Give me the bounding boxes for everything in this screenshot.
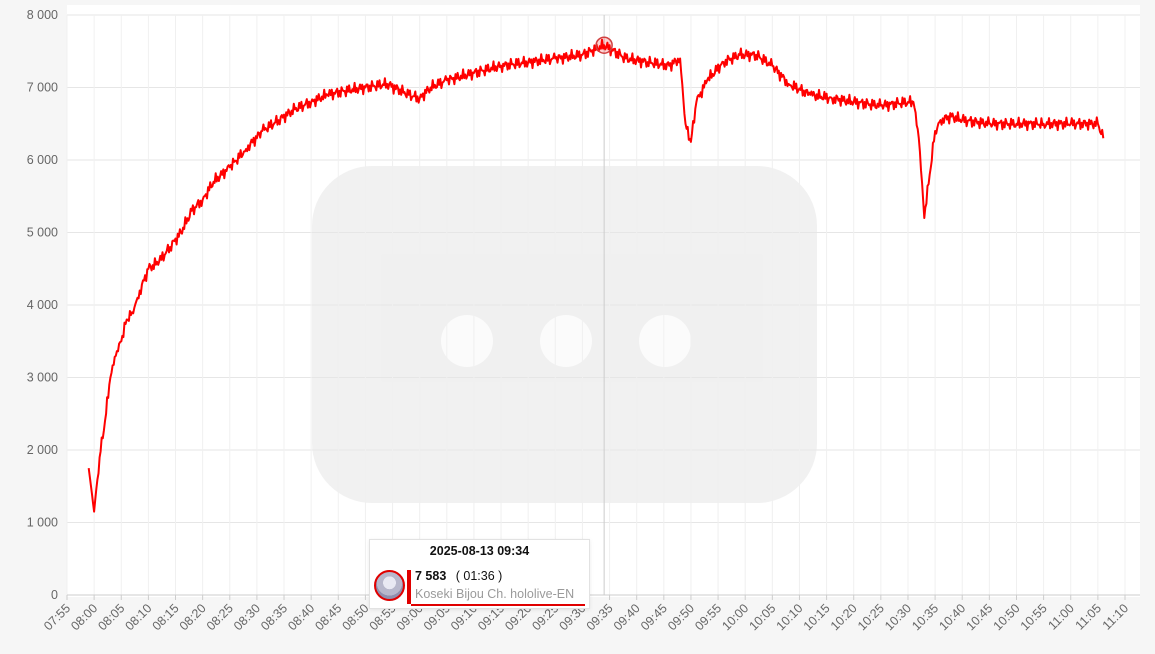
x-tick-label: 09:45	[638, 601, 670, 633]
y-tick-label: 6 000	[27, 153, 58, 167]
x-tick-label: 11:10	[1100, 601, 1131, 632]
x-tick-label: 08:10	[122, 601, 154, 633]
x-tick-label: 07:55	[41, 601, 73, 633]
y-tick-label: 8 000	[27, 8, 58, 22]
tooltip-value: 7 583	[415, 569, 447, 583]
y-axis-labels: 0 1 000 2 000 3 000 4 000 5 000 6 000 7 000 8 00…	[27, 8, 58, 602]
x-tick-label: 08:25	[204, 601, 236, 633]
tooltip-series-underline	[411, 604, 585, 606]
x-tick-label: 10:30	[882, 601, 914, 633]
y-tick-label: 2 000	[27, 443, 58, 457]
tooltip-series-marker	[407, 570, 411, 604]
x-tick-label: 08:00	[68, 601, 100, 633]
x-tick-label: 08:05	[95, 601, 127, 633]
x-tick-label: 11:00	[1045, 601, 1076, 632]
x-tick-label: 08:20	[177, 601, 209, 633]
x-grid	[66, 15, 1140, 600]
x-tick-label: 10:45	[963, 601, 995, 633]
x-tick-label: 08:40	[285, 601, 317, 633]
x-tick-label: 10:50	[991, 601, 1023, 633]
tooltip-duration: ( 01:36 )	[455, 569, 503, 583]
channel-avatar-icon	[374, 570, 405, 601]
tooltip-date: 2025-08-13 09:34	[429, 544, 530, 558]
x-tick-label: 10:55	[1018, 601, 1050, 633]
x-tick-label: 10:20	[828, 601, 860, 633]
tooltip: 2025-08-13 09:34 7 583 ( 01:36 ) Koseki …	[369, 539, 590, 609]
youtube-play-placeholder-icon	[312, 166, 817, 503]
y-tick-label: 7 000	[27, 81, 58, 95]
x-tick-label: 09:40	[611, 601, 643, 633]
x-tick-label: 08:15	[150, 601, 182, 633]
x-tick-label: 11:05	[1073, 601, 1104, 632]
y-tick-label: 1 000	[27, 516, 58, 530]
x-tick-label: 10:00	[719, 601, 751, 633]
x-tick-label: 10:35	[909, 601, 941, 633]
y-tick-label: 4 000	[27, 298, 58, 312]
x-tick-label: 10:10	[774, 601, 806, 633]
y-tick-label: 0	[51, 588, 58, 602]
tooltip-channel-name: Koseki Bijou Ch. hololive-EN	[415, 587, 575, 601]
x-tick-label: 08:35	[258, 601, 290, 633]
x-tick-label: 09:55	[692, 601, 724, 633]
highlight-point[interactable]	[595, 36, 613, 54]
x-tick-label: 09:50	[665, 601, 697, 633]
y-tick-label: 3 000	[27, 371, 58, 385]
y-tick-label: 5 000	[27, 226, 58, 240]
tooltip-value-row: 7 583 ( 01:36 )	[415, 569, 502, 583]
x-tick-label: 08:30	[231, 601, 263, 633]
x-tick-label: 10:15	[801, 601, 833, 633]
x-tick-label: 08:45	[312, 601, 344, 633]
x-tick-label: 08:50	[340, 601, 372, 633]
x-tick-label: 10:40	[936, 601, 968, 633]
x-tick-label: 10:05	[746, 601, 778, 633]
x-tick-label: 10:25	[855, 601, 887, 633]
